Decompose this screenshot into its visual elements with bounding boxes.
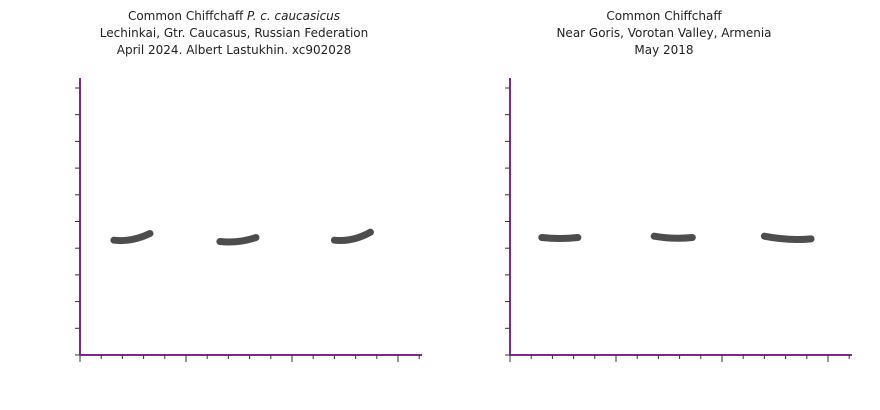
song-note-left-1 [110,230,154,245]
song-note-right-2 [650,232,696,242]
song-note-right-3 [760,232,815,243]
location-left: Lechinkai, Gtr. Caucasus, Russian Federa… [99,26,369,40]
caption-title-left: Common Chiffchaff P. c. caucasicus [14,8,454,25]
caption-title-right: Common Chiffchaff [444,8,880,25]
subspecies-name-left: P. c. caucasicus [247,9,341,23]
caption-right: Common Chiffchaff Near Goris, Vorotan Va… [444,8,880,59]
caption-left: Common Chiffchaff P. c. caucasicus Lechi… [14,8,454,59]
location-right: Near Goris, Vorotan Valley, Armenia [556,26,772,40]
recording-info-right: May 2018 [634,43,694,57]
song-note-right-1 [538,234,582,243]
common-name-right: Common Chiffchaff [606,9,722,23]
song-note-left-2 [216,234,260,246]
song-note-left-3 [330,228,374,245]
common-name-left: Common Chiffchaff [127,9,248,23]
recording-info-left: April 2024. Albert Lastukhin. xc902028 [116,43,352,57]
spectrogram-right [505,78,852,362]
spectrogram-panel-left: Common Chiffchaff P. c. caucasicus Lechi… [75,9,422,362]
spectrogram-left [75,78,422,362]
spectrogram-panel-right: Common Chiffchaff Near Goris, Vorotan Va… [440,0,880,410]
